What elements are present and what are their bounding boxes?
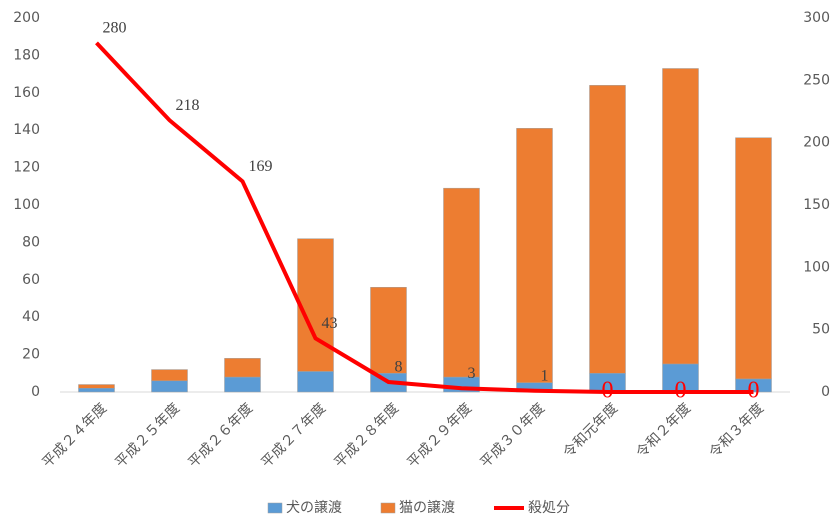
legend-item: 殺処分 (494, 500, 570, 516)
bar (370, 287, 407, 374)
x-tick-label: 平成２８年度 (331, 400, 402, 471)
bar (224, 358, 261, 378)
data-label: 0 (748, 378, 760, 404)
data-label: 3 (468, 365, 476, 382)
y2-tick-label: 100 (803, 259, 830, 275)
y-tick-label: 0 (31, 384, 40, 400)
data-label: 43 (322, 315, 338, 332)
y2-tick-label: 150 (803, 197, 830, 213)
y2-tick-label: 0 (821, 384, 830, 400)
y2-tick-label: 50 (812, 322, 830, 338)
legend-swatch (380, 502, 396, 514)
bar (78, 384, 115, 389)
x-tick-label: 平成２６年度 (185, 400, 256, 471)
y-tick-label: 180 (13, 47, 40, 63)
bar (589, 85, 626, 374)
bar (516, 128, 553, 383)
legend-swatch (267, 502, 283, 514)
legend-label: 猫の譲渡 (399, 500, 455, 516)
x-tick-label: 平成２４年度 (39, 400, 110, 471)
x-tick-label: 平成２５年度 (112, 400, 183, 471)
y2-tick-label: 300 (803, 10, 830, 26)
x-tick-label: 平成３０年度 (477, 400, 548, 471)
legend-label: 犬の譲渡 (286, 500, 342, 516)
data-label: 218 (176, 97, 200, 114)
bar (443, 187, 480, 378)
data-label: 8 (395, 359, 403, 376)
x-tick-label: 平成２９年度 (404, 400, 475, 471)
y-tick-label: 140 (13, 122, 40, 138)
bar (151, 369, 188, 382)
x-tick-label: 平成２７年度 (258, 400, 329, 471)
data-label: 0 (675, 378, 687, 404)
line (95, 41, 754, 394)
y-tick-label: 20 (22, 347, 40, 363)
x-tick-label: 令和元年度 (560, 400, 621, 461)
bar (224, 376, 261, 393)
y-tick-label: 80 (22, 234, 40, 250)
legend-item: 犬の譲渡 (267, 500, 342, 516)
data-label: 0 (602, 378, 614, 404)
data-label: 1 (541, 367, 549, 384)
bar (297, 238, 334, 372)
bar (151, 380, 188, 393)
y-tick-label: 120 (13, 160, 40, 176)
bar (297, 371, 334, 393)
bar (662, 68, 699, 365)
y-tick-label: 200 (13, 10, 40, 26)
y-tick-label: 160 (13, 85, 40, 101)
data-label: 169 (249, 158, 273, 175)
x-tick-label: 令和２年度 (633, 400, 694, 461)
legend-item: 猫の譲渡 (380, 500, 455, 516)
y-tick-label: 60 (22, 272, 40, 288)
bar (735, 137, 772, 380)
y-tick-label: 40 (22, 309, 40, 325)
y-tick-label: 100 (13, 197, 40, 213)
bar (78, 388, 115, 393)
y2-tick-label: 250 (803, 72, 830, 88)
x-tick-label: 令和３年度 (706, 400, 767, 461)
y2-tick-label: 200 (803, 135, 830, 151)
data-label: 280 (103, 20, 127, 37)
legend-label: 殺処分 (528, 500, 570, 516)
bar (662, 363, 699, 393)
